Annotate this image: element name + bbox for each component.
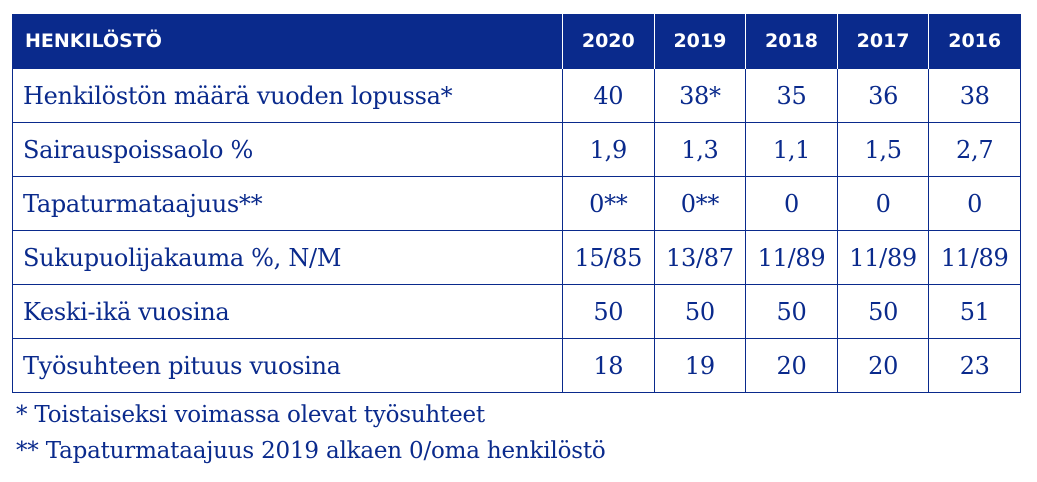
row-label: Sairauspoissaolo % bbox=[12, 122, 563, 177]
personnel-table-container: HENKILÖSTÖ 2020 2019 2018 2017 2016 Henk… bbox=[12, 14, 1021, 469]
row-label: Henkilöstön määrä vuoden lopussa* bbox=[12, 68, 563, 123]
table-cell: 51 bbox=[928, 284, 1021, 339]
table-cell: 50 bbox=[653, 284, 747, 339]
table-cell: 15/85 bbox=[562, 230, 655, 285]
table-cell: 40 bbox=[562, 68, 655, 123]
year-header-2018: 2018 bbox=[745, 14, 838, 69]
table-row-sick-leave: Sairauspoissaolo % 1,9 1,3 1,1 1,5 2,7 bbox=[12, 122, 1021, 177]
table-cell: 11/89 bbox=[745, 230, 838, 285]
table-row-gender-distribution: Sukupuolijakauma %, N/M 15/85 13/87 11/8… bbox=[12, 230, 1021, 285]
table-cell: 23 bbox=[928, 338, 1021, 393]
table-cell: 38 bbox=[928, 68, 1021, 123]
table-cell: 2,7 bbox=[928, 122, 1021, 177]
table-cell: 0 bbox=[745, 176, 838, 231]
personnel-table: HENKILÖSTÖ 2020 2019 2018 2017 2016 Henk… bbox=[12, 14, 1021, 393]
row-label: Työsuhteen pituus vuosina bbox=[12, 338, 563, 393]
table-cell: 35 bbox=[745, 68, 838, 123]
table-cell: 1,3 bbox=[653, 122, 747, 177]
table-cell: 20 bbox=[836, 338, 930, 393]
row-label: Tapaturmataajuus** bbox=[12, 176, 563, 231]
table-cell: 19 bbox=[653, 338, 747, 393]
table-row-accident-frequency: Tapaturmataajuus** 0** 0** 0 0 0 bbox=[12, 176, 1021, 231]
footnote-accident-frequency: ** Tapaturmataajuus 2019 alkaen 0/oma he… bbox=[16, 438, 606, 464]
table-cell: 36 bbox=[836, 68, 930, 123]
table-cell: 1,9 bbox=[562, 122, 655, 177]
year-header-2020: 2020 bbox=[562, 14, 655, 69]
table-cell: 18 bbox=[562, 338, 655, 393]
table-cell: 11/89 bbox=[928, 230, 1021, 285]
row-label: Sukupuolijakauma %, N/M bbox=[12, 230, 563, 285]
table-cell: 0** bbox=[562, 176, 655, 231]
table-cell: 20 bbox=[745, 338, 838, 393]
table-header-row: HENKILÖSTÖ 2020 2019 2018 2017 2016 bbox=[12, 14, 1021, 69]
table-cell: 13/87 bbox=[653, 230, 747, 285]
table-cell: 0 bbox=[928, 176, 1021, 231]
table-cell: 11/89 bbox=[836, 230, 930, 285]
table-cell: 1,1 bbox=[745, 122, 838, 177]
table-row-employment-length: Työsuhteen pituus vuosina 18 19 20 20 23 bbox=[12, 338, 1021, 393]
table-cell: 1,5 bbox=[836, 122, 930, 177]
footnote-permanent-employment: * Toistaiseksi voimassa olevat työsuhtee… bbox=[16, 402, 485, 428]
table-cell: 50 bbox=[836, 284, 930, 339]
table-cell: 38* bbox=[653, 68, 747, 123]
table-cell: 0** bbox=[653, 176, 747, 231]
table-row-average-age: Keski-ikä vuosina 50 50 50 50 51 bbox=[12, 284, 1021, 339]
table-row-headcount: Henkilöstön määrä vuoden lopussa* 40 38*… bbox=[12, 68, 1021, 123]
table-cell: 0 bbox=[836, 176, 930, 231]
row-label: Keski-ikä vuosina bbox=[12, 284, 563, 339]
year-header-2019: 2019 bbox=[653, 14, 747, 69]
table-title: HENKILÖSTÖ bbox=[12, 14, 563, 69]
year-header-2017: 2017 bbox=[836, 14, 930, 69]
table-cell: 50 bbox=[745, 284, 838, 339]
table-cell: 50 bbox=[562, 284, 655, 339]
year-header-2016: 2016 bbox=[928, 14, 1021, 69]
footnotes: * Toistaiseksi voimassa olevat työsuhtee… bbox=[12, 397, 1020, 469]
